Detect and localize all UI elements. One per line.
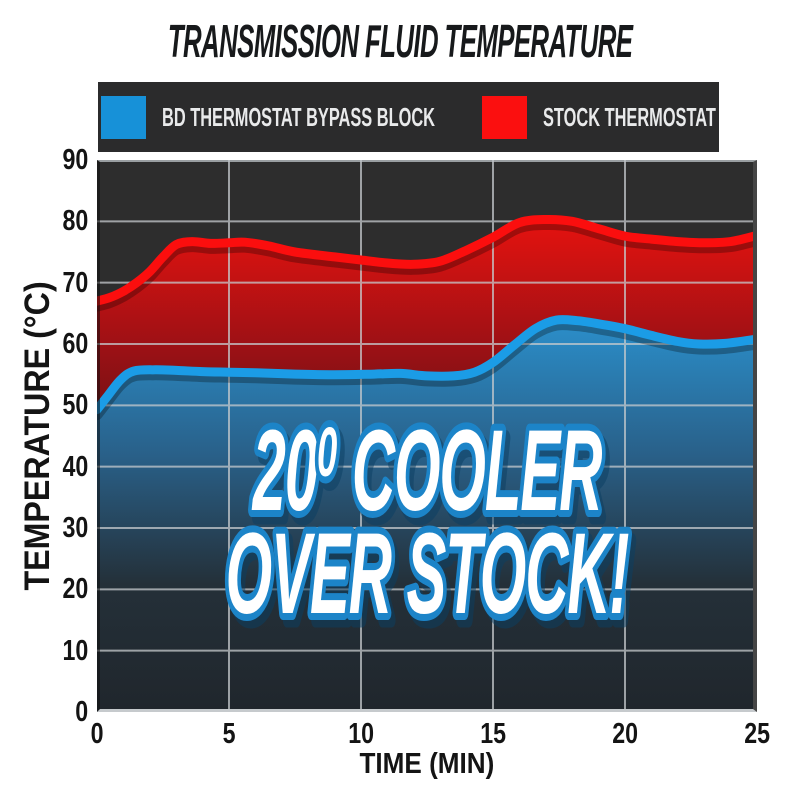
bd-line: [97, 315, 757, 415]
overlay-line2-shadow: OVER STOCK!: [230, 517, 633, 645]
overlay-line1: 200 COOLER: [251, 407, 602, 535]
legend-item-bd: BD THERMOSTAT BYPASS BLOCK: [101, 95, 436, 139]
y-tick-40: 40: [62, 450, 88, 483]
x-tick-0: 0: [90, 718, 104, 750]
y-axis-title: TEMPERATURE (°C): [18, 281, 57, 591]
y-tick-80: 80: [62, 205, 88, 238]
y-tick-20: 20: [62, 573, 88, 606]
y-tick-30: 30: [62, 512, 88, 544]
y-tick-90: 90: [62, 144, 88, 176]
y-tick-50: 50: [62, 389, 88, 422]
chart-title-text: TRANSMISSION FLUID TEMPERATURE: [167, 16, 633, 68]
x-axis-title: TIME (MIN): [359, 748, 495, 780]
legend: BD THERMOSTAT BYPASS BLOCK STOCK THERMOS…: [98, 82, 719, 152]
legend-label-stock: STOCK THERMOSTAT: [542, 101, 716, 132]
overlay-line2: OVER STOCK!: [226, 510, 629, 638]
overlay-line1-shadow: 200 COOLER: [255, 414, 606, 542]
chart-title: TRANSMISSION FLUID TEMPERATURE: [0, 16, 800, 68]
x-tick-20: 20: [612, 718, 638, 750]
x-tick-15: 15: [480, 718, 506, 750]
y-tick-70: 70: [62, 266, 88, 299]
x-tick-25: 25: [744, 718, 770, 750]
x-tick-10: 10: [348, 718, 374, 750]
x-tick-5: 5: [222, 718, 236, 750]
legend-label-bd: BD THERMOSTAT BYPASS BLOCK: [162, 101, 436, 132]
stock-line: [97, 214, 757, 306]
y-tick-60: 60: [62, 328, 88, 360]
legend-item-stock: STOCK THERMOSTAT: [481, 95, 716, 139]
legend-swatch-stock: [481, 95, 527, 139]
bd-area: [97, 319, 757, 712]
y-tick-0: 0: [75, 696, 88, 728]
legend-swatch-bd: [101, 95, 147, 139]
y-tick-10: 10: [62, 634, 88, 667]
gridlines: [97, 160, 757, 712]
